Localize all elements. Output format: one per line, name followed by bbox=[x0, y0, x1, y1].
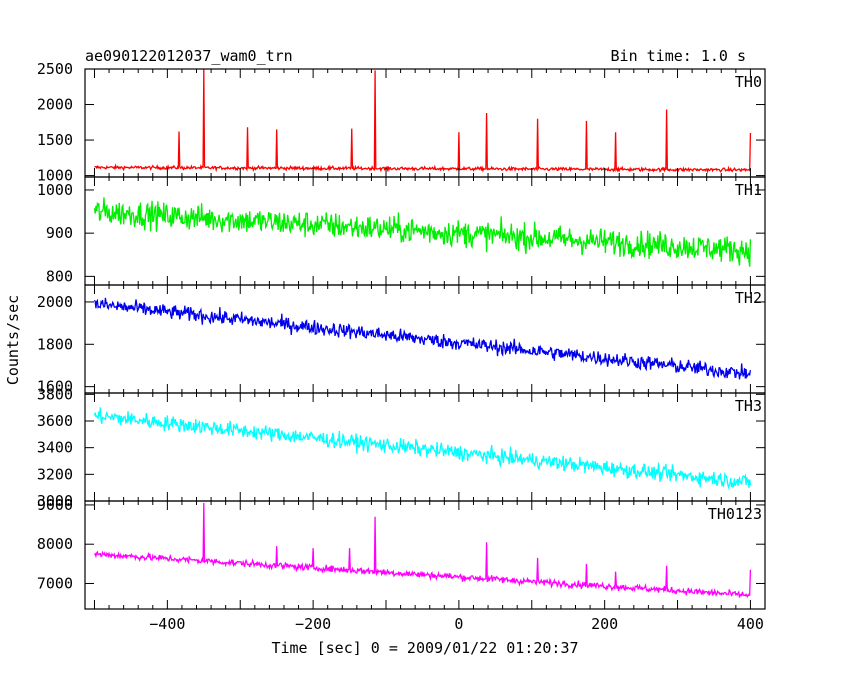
x-tick-label: 0 bbox=[454, 615, 463, 633]
panel-th0: TH0 1000 1500 2000 2500 bbox=[37, 60, 766, 185]
y-tick-label: 9000 bbox=[37, 496, 73, 514]
panel-label: TH3 bbox=[735, 397, 762, 415]
panel-th1: TH1 800 900 1000 bbox=[37, 176, 766, 286]
series-line-th0 bbox=[94, 68, 752, 174]
panel-th2: TH2 1600 1800 2000 bbox=[37, 284, 766, 396]
x-tick-label: −200 bbox=[295, 615, 331, 633]
x-tick-label: 400 bbox=[737, 615, 764, 633]
panels-group: TH01000150020002500TH18009001000TH216001… bbox=[37, 60, 766, 633]
panel-th3: TH3 3000 3200 3400 3600 3800 bbox=[37, 385, 766, 510]
y-tick-label: 3400 bbox=[37, 439, 73, 457]
bin-time-label: Bin time: 1.0 s bbox=[611, 47, 746, 65]
y-tick-label: 1600 bbox=[37, 378, 73, 396]
y-tick-label: 2000 bbox=[37, 293, 73, 311]
y-tick-label: 800 bbox=[46, 267, 73, 285]
y-tick-label: 1000 bbox=[37, 181, 73, 199]
y-tick-label: 1500 bbox=[37, 131, 73, 149]
panel-frame bbox=[84, 68, 766, 178]
y-axis-label: Counts/sec bbox=[4, 295, 22, 385]
panel-th0123: TH0123 7000 8000 9000 bbox=[37, 496, 766, 610]
panel-label: TH2 bbox=[735, 289, 762, 307]
y-tick-label: 2500 bbox=[37, 60, 73, 78]
y-tick-label: 1800 bbox=[37, 335, 73, 353]
y-tick-label: 3800 bbox=[37, 385, 73, 403]
panel-label: TH0123 bbox=[708, 505, 762, 523]
panel-frame bbox=[84, 500, 766, 610]
y-tick-label: 3600 bbox=[37, 412, 73, 430]
series-line-th3 bbox=[93, 407, 752, 490]
x-tick-label: 200 bbox=[591, 615, 618, 633]
y-tick-label: 3000 bbox=[37, 492, 73, 510]
y-tick-label: 1000 bbox=[37, 167, 73, 185]
series-line-th2 bbox=[93, 297, 752, 380]
y-tick-label: 2000 bbox=[37, 96, 73, 114]
y-tick-label: 3200 bbox=[37, 465, 73, 483]
x-tick-label: −400 bbox=[149, 615, 185, 633]
panel-label: TH0 bbox=[735, 73, 762, 91]
chart-title: ae090122012037_wam0_trn bbox=[85, 47, 293, 65]
x-axis-label: Time [sec] 0 = 2009/01/22 01:20:37 bbox=[271, 639, 578, 657]
series-line-th1 bbox=[93, 197, 752, 267]
series-line-th0123 bbox=[93, 502, 752, 598]
y-tick-label: 7000 bbox=[37, 574, 73, 592]
y-tick-label: 900 bbox=[46, 224, 73, 242]
y-tick-label: 8000 bbox=[37, 535, 73, 553]
panel-label: TH1 bbox=[735, 181, 762, 199]
